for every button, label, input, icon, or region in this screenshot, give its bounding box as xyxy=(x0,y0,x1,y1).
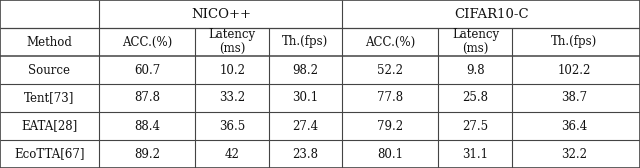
Text: 9.8: 9.8 xyxy=(466,64,485,76)
Text: 27.5: 27.5 xyxy=(463,119,488,133)
Text: Th.(fps): Th.(fps) xyxy=(551,35,597,49)
Text: ACC.(%): ACC.(%) xyxy=(122,35,172,49)
Text: 80.1: 80.1 xyxy=(378,148,403,160)
Text: 10.2: 10.2 xyxy=(220,64,245,76)
Text: 31.1: 31.1 xyxy=(463,148,488,160)
Text: ACC.(%): ACC.(%) xyxy=(365,35,415,49)
Text: 42: 42 xyxy=(225,148,240,160)
Text: 102.2: 102.2 xyxy=(557,64,591,76)
Text: 23.8: 23.8 xyxy=(292,148,318,160)
Text: Method: Method xyxy=(26,35,72,49)
Text: EATA[28]: EATA[28] xyxy=(21,119,77,133)
Text: 88.4: 88.4 xyxy=(134,119,160,133)
Text: 32.2: 32.2 xyxy=(561,148,587,160)
Text: Latency
(ms): Latency (ms) xyxy=(452,28,499,56)
Text: 52.2: 52.2 xyxy=(378,64,403,76)
Text: CIFAR10-C: CIFAR10-C xyxy=(454,8,529,20)
Text: Th.(fps): Th.(fps) xyxy=(282,35,328,49)
Text: 89.2: 89.2 xyxy=(134,148,160,160)
Text: NICO++: NICO++ xyxy=(191,8,251,20)
Text: 60.7: 60.7 xyxy=(134,64,161,76)
Text: 87.8: 87.8 xyxy=(134,92,160,104)
Text: Latency
(ms): Latency (ms) xyxy=(209,28,256,56)
Text: EcoTTA[67]: EcoTTA[67] xyxy=(14,148,84,160)
Text: 79.2: 79.2 xyxy=(378,119,403,133)
Text: 25.8: 25.8 xyxy=(463,92,488,104)
Text: Source: Source xyxy=(28,64,70,76)
Text: 36.4: 36.4 xyxy=(561,119,588,133)
Text: 38.7: 38.7 xyxy=(561,92,587,104)
Text: 36.5: 36.5 xyxy=(219,119,246,133)
Text: 30.1: 30.1 xyxy=(292,92,318,104)
Text: 98.2: 98.2 xyxy=(292,64,318,76)
Text: Tent[73]: Tent[73] xyxy=(24,92,74,104)
Text: 33.2: 33.2 xyxy=(220,92,245,104)
Text: 27.4: 27.4 xyxy=(292,119,318,133)
Text: 77.8: 77.8 xyxy=(378,92,403,104)
